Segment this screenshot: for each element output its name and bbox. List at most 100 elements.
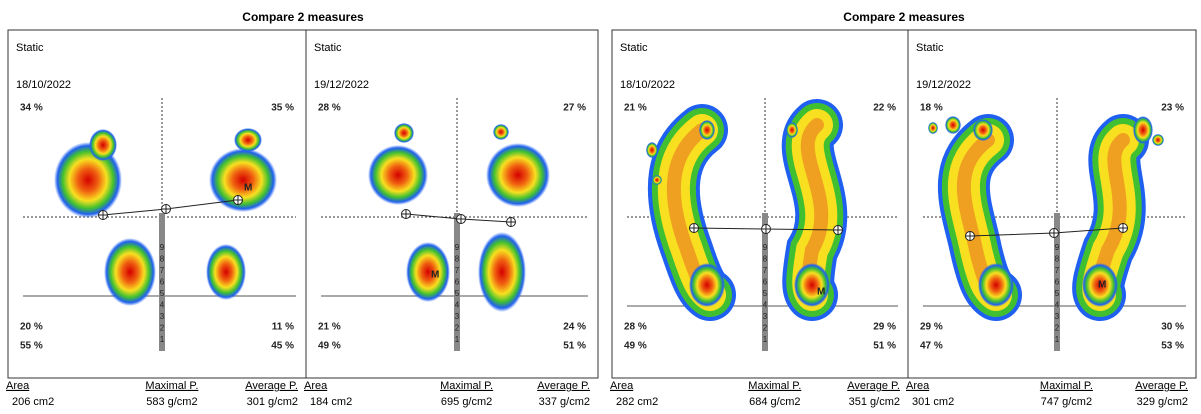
pct-total-left: 49 % (318, 341, 341, 352)
ruler-label: 9 (455, 243, 460, 252)
stat-label: Maximal P. (440, 380, 493, 392)
pct-top-right: 27 % (563, 103, 586, 114)
mode-label: Static (916, 42, 944, 54)
ruler-label: 5 (763, 289, 768, 298)
ruler-label: 1 (763, 335, 768, 344)
mode-label: Static (314, 42, 342, 54)
cop-cross (833, 225, 843, 235)
stat-value: 282 cm2 (616, 396, 658, 408)
ruler-label: 2 (763, 324, 768, 333)
pct-top-left: 18 % (920, 103, 943, 114)
pressure-area (1133, 116, 1153, 144)
stat-value: 329 g/cm2 (1137, 396, 1188, 408)
stat-label: Average P. (537, 380, 590, 392)
ruler (159, 213, 165, 351)
ruler-label: 6 (763, 278, 768, 287)
marker-label: M (817, 287, 825, 298)
pressure-area (234, 128, 262, 152)
ruler-label: 6 (160, 278, 165, 287)
pct-top-left: 28 % (318, 103, 341, 114)
pressure-area (973, 119, 993, 141)
pressure-area (89, 129, 117, 161)
ruler-label: 7 (160, 266, 165, 275)
ruler-label: 8 (455, 255, 460, 264)
pressure-area (689, 263, 725, 307)
pressure-area (786, 122, 798, 138)
ruler-label: 6 (1055, 278, 1060, 287)
stat-label: Maximal P. (1040, 380, 1093, 392)
pressure-area (486, 143, 550, 207)
ruler-label: 1 (455, 335, 460, 344)
pct-total-right: 51 % (563, 341, 586, 352)
pressure-area (928, 122, 938, 134)
ruler-label: 2 (455, 324, 460, 333)
stat-value: 747 g/cm2 (1041, 396, 1092, 408)
stat-label: Area (304, 380, 328, 392)
ruler-label: 1 (1055, 335, 1060, 344)
pct-bottom-left: 20 % (20, 322, 43, 333)
ruler-label: 9 (1055, 243, 1060, 252)
stat-value: 695 g/cm2 (441, 396, 492, 408)
group-title: Compare 2 measures (242, 10, 364, 24)
marker-label: M (244, 183, 252, 194)
stat-value: 337 g/cm2 (539, 396, 590, 408)
pressure-area (646, 142, 658, 158)
mode-label: Static (16, 42, 44, 54)
stat-label: Maximal P. (145, 380, 198, 392)
cop-cross (161, 204, 171, 214)
pct-bottom-right: 30 % (1161, 322, 1184, 333)
stat-value: 684 g/cm2 (749, 396, 800, 408)
ruler-label: 1 (160, 335, 165, 344)
ruler-label: 8 (160, 255, 165, 264)
group-frame (7, 29, 599, 379)
ruler-label: 2 (160, 324, 165, 333)
stat-value: 583 g/cm2 (146, 396, 197, 408)
ruler-label: 7 (1055, 266, 1060, 275)
ruler-label: 8 (1055, 255, 1060, 264)
pressure-area (652, 175, 662, 185)
stat-value: 301 cm2 (912, 396, 954, 408)
ruler (454, 213, 460, 351)
ruler-label: 3 (1055, 312, 1060, 321)
mode-label: Static (620, 42, 648, 54)
pressure-area (368, 145, 428, 205)
pct-total-left: 47 % (920, 341, 943, 352)
pct-total-right: 45 % (271, 341, 294, 352)
date-label: 19/12/2022 (314, 79, 369, 91)
pressure-area (394, 123, 414, 143)
ruler-label: 9 (763, 243, 768, 252)
date-label: 19/12/2022 (916, 79, 971, 91)
ruler-label: 7 (455, 266, 460, 275)
pressure-area (1152, 134, 1164, 146)
cop-cross (1049, 228, 1059, 238)
pressure-area (945, 116, 961, 134)
pct-bottom-left: 29 % (920, 322, 943, 333)
pressure-area (206, 244, 246, 300)
stat-value: 184 cm2 (310, 396, 352, 408)
stat-value: 206 cm2 (12, 396, 54, 408)
pct-bottom-right: 29 % (873, 322, 896, 333)
ruler-label: 4 (763, 301, 768, 310)
cop-cross (965, 231, 975, 241)
stat-label: Area (610, 380, 634, 392)
marker-label: M (431, 270, 439, 281)
ruler-label: 4 (1055, 301, 1060, 310)
pct-top-left: 34 % (20, 103, 43, 114)
group-title: Compare 2 measures (843, 10, 965, 24)
pct-top-right: 23 % (1161, 103, 1184, 114)
pressure-area (978, 263, 1014, 307)
cop-cross (401, 209, 411, 219)
cop-cross (506, 217, 516, 227)
pressure-area (209, 148, 277, 212)
ruler (762, 213, 768, 351)
pct-bottom-right: 11 % (272, 322, 294, 333)
pct-bottom-left: 21 % (318, 322, 341, 333)
pressure-area (493, 124, 509, 140)
pct-total-left: 55 % (20, 341, 43, 352)
stat-value: 301 g/cm2 (247, 396, 298, 408)
cop-cross (761, 224, 771, 234)
pressure-area (478, 232, 526, 312)
ruler (1054, 213, 1060, 351)
group-frame (611, 29, 1197, 379)
